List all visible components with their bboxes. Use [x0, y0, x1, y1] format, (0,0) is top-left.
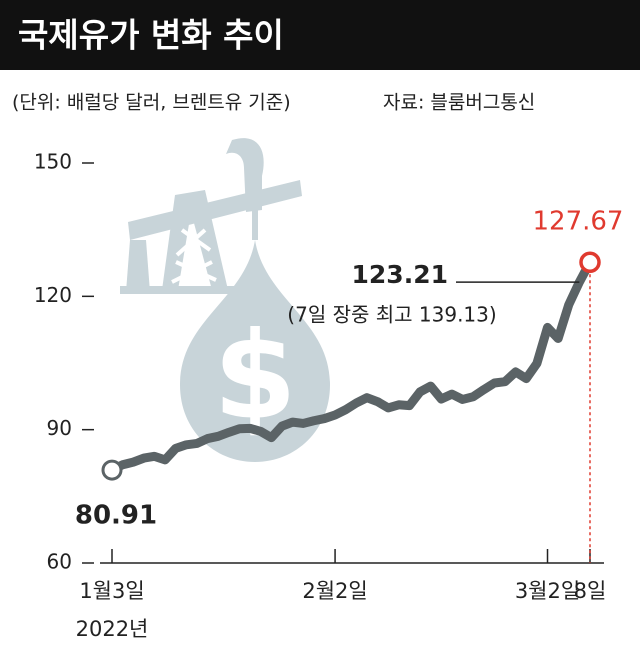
- oil-pump-lattice: [171, 228, 217, 284]
- source: 자료: 블룸버그통신: [383, 92, 535, 114]
- y-tick-label: 120: [34, 283, 72, 307]
- x-tick-label: 3월2일: [515, 579, 580, 603]
- start-marker: [101, 459, 123, 481]
- title-band: [0, 0, 640, 70]
- chart-title: 국제유가 변화 추이: [18, 16, 284, 55]
- end-marker: [579, 251, 601, 273]
- y-tick-label: 150: [34, 150, 72, 174]
- y-tick-label: 90: [47, 416, 72, 440]
- x-tick-label: 8일: [574, 579, 607, 603]
- y-tick-label: 60: [47, 550, 72, 574]
- price-line: [107, 257, 595, 475]
- start-label: 80.91: [75, 501, 157, 531]
- annotation: (7일 장중 최고 139.13): [287, 303, 496, 327]
- peak-label: 123.21: [352, 260, 448, 289]
- x-tick-label: 1월3일: [79, 579, 144, 603]
- x-year-label: 2022년: [76, 617, 149, 641]
- x-tick-label: 2월2일: [302, 579, 367, 603]
- end-label: 127.67: [533, 207, 624, 237]
- subtitle: (단위: 배럴당 달러, 브렌트유 기준): [12, 92, 291, 114]
